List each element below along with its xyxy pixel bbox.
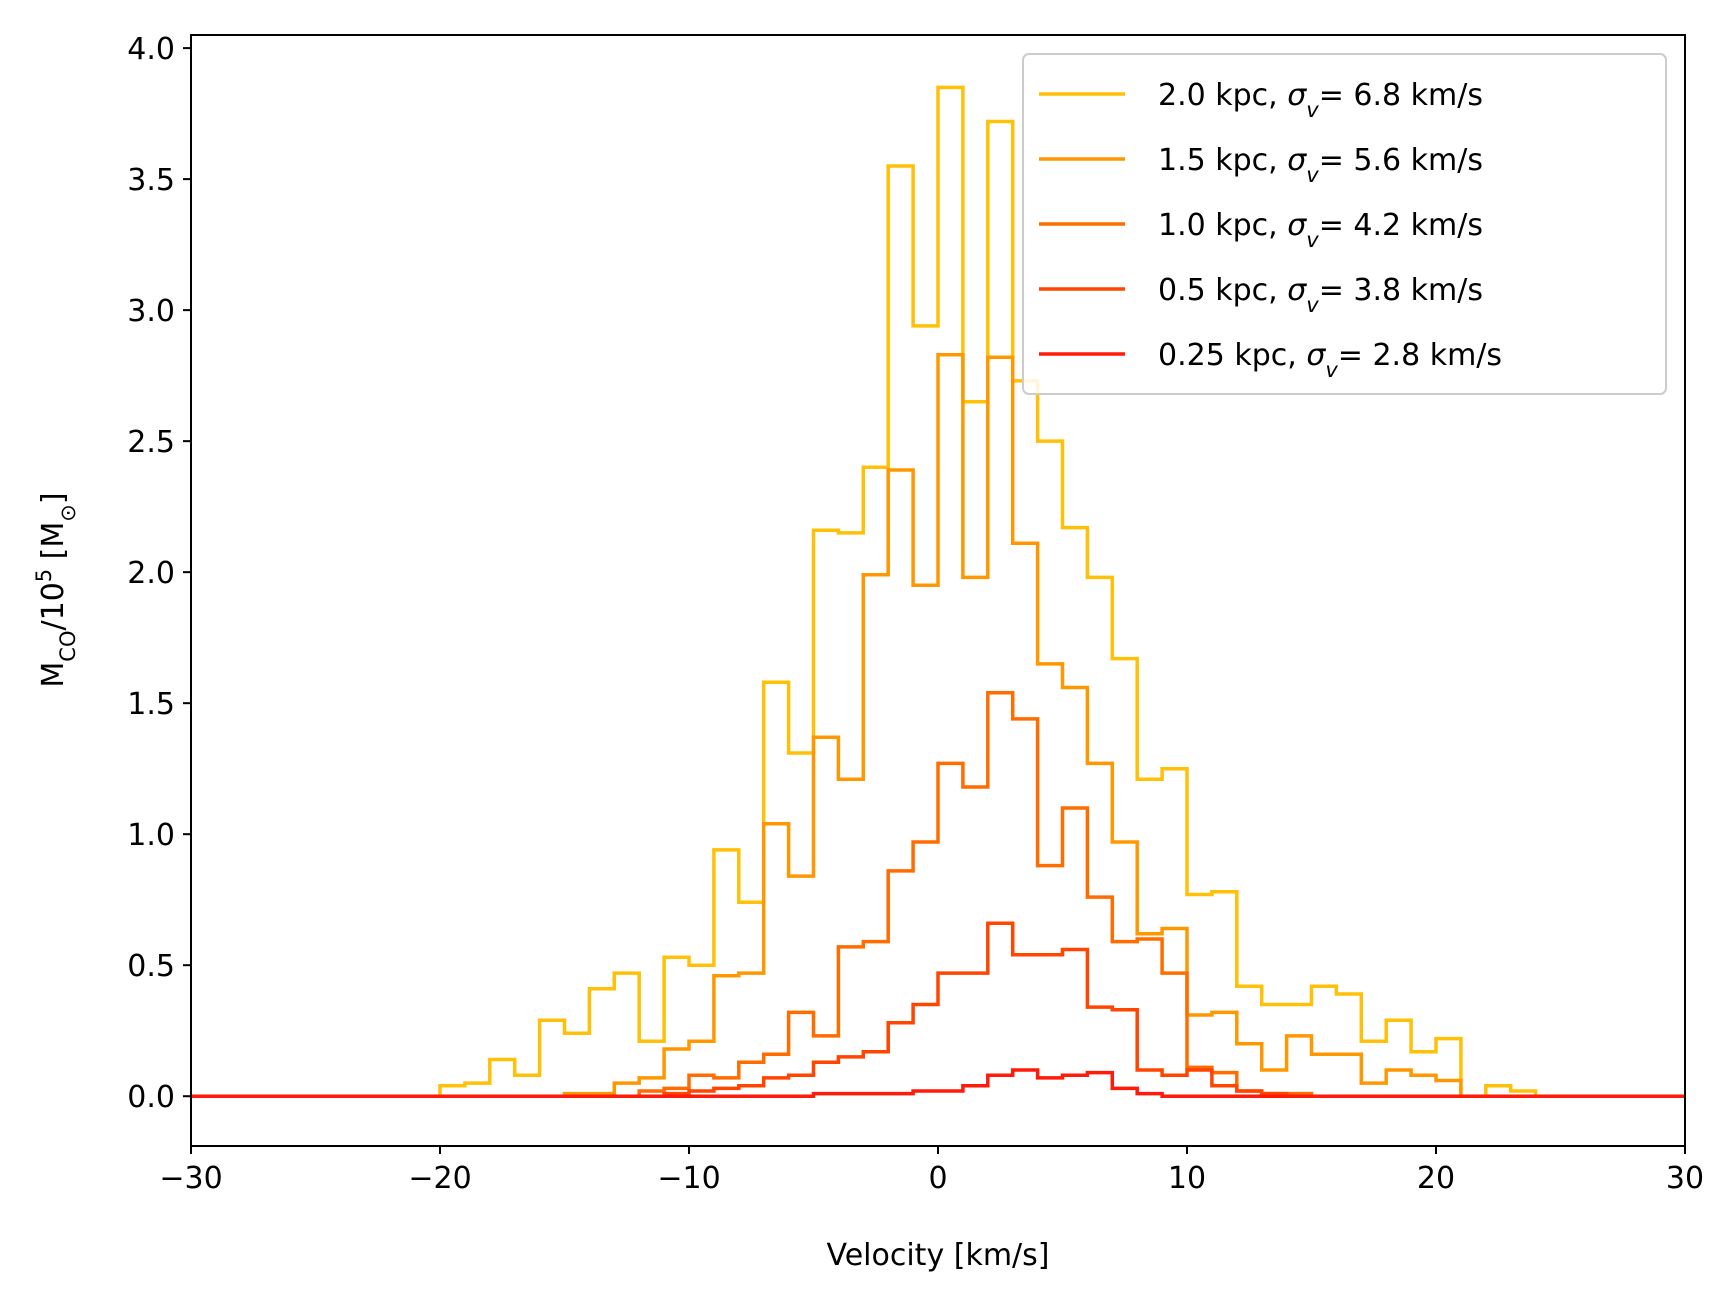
sigma-subscript: v (1306, 163, 1319, 187)
series-layer (191, 85, 1685, 1098)
legend: 2.0 kpc, σv= 6.8 km/s1.5 kpc, σv= 5.6 km… (1022, 53, 1667, 395)
series-line-0 (191, 85, 1685, 1098)
legend-sigma-prefix: , (1268, 78, 1287, 113)
y-axis-ticks: 0.0 0.5 1.0 1.5 2.0 2.5 3.0 3.5 4.0 (127, 32, 191, 1115)
y-label-base: M (36, 662, 71, 688)
y-label-unit-open: [M (36, 522, 71, 569)
legend-label-1: 1.5 kpc, σv= 5.6 km/s (1158, 143, 1483, 187)
legend-sigma-value: 2.8 km/s (1372, 338, 1502, 373)
legend-equals: = (1338, 338, 1373, 373)
y-tick-label: 0.0 (127, 1080, 175, 1115)
y-label-sup: 5 (32, 569, 56, 582)
y-tick-label: 2.5 (127, 425, 175, 460)
legend-sigma-value: 5.6 km/s (1353, 143, 1483, 178)
legend-sigma-value: 6.8 km/s (1353, 78, 1483, 113)
legend-equals: = (1319, 273, 1354, 308)
sigma-subscript: v (1306, 228, 1319, 252)
legend-name: 0.5 kpc (1158, 273, 1268, 308)
y-tick-label: 3.5 (127, 163, 175, 198)
y-tick-label: 1.5 (127, 687, 175, 722)
sigma-symbol: σ (1287, 143, 1307, 178)
x-axis-ticks: −30 −20 −10 0 10 20 30 (159, 1146, 1704, 1196)
y-tick-label: 0.5 (127, 949, 175, 984)
sigma-subscript: v (1325, 358, 1338, 382)
legend-equals: = (1319, 208, 1354, 243)
y-tick-label: 4.0 (127, 32, 175, 67)
legend-box (1022, 53, 1667, 395)
legend-sigma-prefix: , (1287, 338, 1306, 373)
series-line-4 (191, 1068, 1685, 1098)
legend-equals: = (1319, 143, 1354, 178)
x-tick-label: −10 (657, 1161, 720, 1196)
legend-name: 1.0 kpc (1158, 208, 1268, 243)
legend-sigma-value: 4.2 km/s (1353, 208, 1483, 243)
sigma-subscript: v (1306, 98, 1319, 122)
y-tick-label: 2.0 (127, 556, 175, 591)
x-tick-label: −20 (408, 1161, 471, 1196)
x-axis-label: Velocity [km/s] (827, 1238, 1050, 1273)
sigma-symbol: σ (1306, 338, 1326, 373)
legend-sigma-prefix: , (1268, 143, 1287, 178)
y-label-sub: CO (56, 631, 80, 662)
y-label-unit-close: ] (36, 492, 71, 504)
legend-name: 2.0 kpc (1158, 78, 1268, 113)
y-label-middle: /10 (36, 582, 71, 630)
y-axis-label: MCO/105 [M⊙] (32, 492, 80, 687)
legend-label-2: 1.0 kpc, σv= 4.2 km/s (1158, 208, 1483, 252)
legend-sigma-value: 3.8 km/s (1353, 273, 1483, 308)
sigma-subscript: v (1306, 293, 1319, 317)
legend-sigma-prefix: , (1268, 208, 1287, 243)
x-tick-label: 30 (1666, 1161, 1704, 1196)
sigma-symbol: σ (1287, 208, 1307, 243)
legend-label-4: 0.25 kpc, σv= 2.8 km/s (1158, 338, 1502, 382)
series-line-1 (191, 352, 1685, 1098)
legend-name: 1.5 kpc (1158, 143, 1268, 178)
legend-name: 0.25 kpc (1158, 338, 1287, 373)
y-label-unit-sub: ⊙ (56, 504, 80, 522)
x-tick-label: 20 (1417, 1161, 1455, 1196)
x-tick-label: −30 (159, 1161, 222, 1196)
sigma-symbol: σ (1287, 78, 1307, 113)
y-tick-label: 1.0 (127, 818, 175, 853)
sigma-symbol: σ (1287, 273, 1307, 308)
legend-label-0: 2.0 kpc, σv= 6.8 km/s (1158, 78, 1483, 122)
legend-sigma-prefix: , (1268, 273, 1287, 308)
legend-label-3: 0.5 kpc, σv= 3.8 km/s (1158, 273, 1483, 317)
legend-equals: = (1319, 78, 1354, 113)
x-tick-label: 10 (1168, 1161, 1206, 1196)
y-tick-label: 3.0 (127, 294, 175, 329)
x-tick-label: 0 (928, 1161, 947, 1196)
